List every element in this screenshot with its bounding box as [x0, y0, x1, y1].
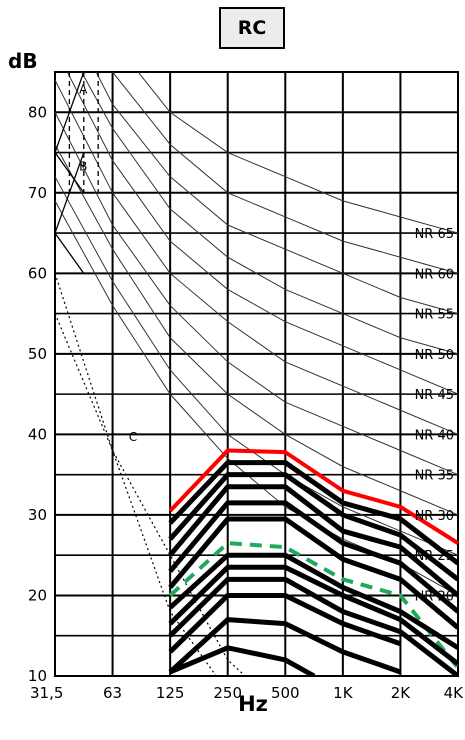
- rc-curve-green: [168, 541, 459, 670]
- x-tick-label: 125: [156, 684, 185, 702]
- nr-curve-nr-55: [95, 72, 459, 315]
- annotation-b: B: [79, 159, 87, 173]
- nr-curve-nr-45: [66, 72, 459, 395]
- x-tick-label: 31,5: [30, 684, 63, 702]
- nr-label: NR 65: [415, 227, 454, 242]
- nr-curve-nr-25: [54, 176, 459, 556]
- x-tick-label: 2K: [391, 684, 412, 702]
- annotation-a: A: [79, 83, 88, 97]
- rc-curve-7: [168, 552, 459, 650]
- nr-label: NR 20: [415, 589, 454, 604]
- region-line-1: [54, 152, 85, 234]
- rc-curve-5: [168, 500, 459, 614]
- rc-curve-8: [168, 564, 459, 666]
- rc-curve-11: [168, 617, 402, 675]
- nr-curve-nr-30: [54, 144, 459, 516]
- grid: [54, 71, 459, 677]
- rc-curve-6: [168, 516, 459, 630]
- dotted-curve-0: [54, 273, 217, 676]
- nr-curve-nr-35: [54, 112, 459, 476]
- nr-label: NR 25: [415, 549, 454, 564]
- rc-curve-9: [168, 576, 459, 676]
- x-axis-label: Hz: [238, 692, 268, 716]
- nr-curve-nr-40: [54, 79, 459, 435]
- rc-curve-2: [168, 460, 459, 566]
- nr-label: NR 60: [415, 267, 454, 282]
- nr-label: NR 50: [415, 348, 454, 363]
- rc-curve-red: [168, 448, 459, 545]
- region-line-0: [54, 72, 85, 153]
- plot-frame: [54, 71, 459, 677]
- nr-curve-nr-65: [137, 72, 459, 234]
- y-tick-label: 50: [28, 345, 47, 363]
- annotation-c: C: [129, 430, 137, 444]
- y-tick-label: 60: [28, 264, 47, 282]
- region-line-3: [54, 232, 85, 274]
- labels: NR 20 NR 25 NR 30 NR 35 NR 40 NR 45 NR 50 NR 55…: [28, 83, 464, 702]
- x-tick-label: 63: [103, 684, 122, 702]
- y-tick-label: 80: [28, 103, 47, 121]
- y-tick-label: 70: [28, 184, 47, 202]
- x-tick-label: 250: [213, 684, 242, 702]
- x-tick-label: 4K: [444, 684, 465, 702]
- region-line-2: [54, 152, 85, 194]
- region-lines: [54, 72, 246, 676]
- y-tick-label: 30: [28, 506, 47, 524]
- y-tick-label: 10: [28, 667, 47, 685]
- rc-curve-10: [168, 592, 402, 654]
- y-tick-label: 40: [28, 425, 47, 443]
- nr-label: NR 45: [415, 388, 454, 403]
- y-tick-label: 20: [28, 586, 47, 604]
- nr-label: NR 55: [415, 308, 454, 323]
- rc-curve-3: [168, 472, 459, 582]
- dotted-curve-1: [54, 313, 246, 676]
- x-tick-label: 500: [271, 684, 300, 702]
- chart-title: RC: [219, 7, 285, 49]
- x-tick-label: 1K: [333, 684, 354, 702]
- nr-curve-nr-50: [81, 72, 459, 355]
- nr-curve-nr-60: [112, 72, 459, 274]
- rc-curve-4: [168, 484, 459, 598]
- nr-label: NR 35: [415, 469, 454, 484]
- y-axis-label: dB: [8, 49, 38, 73]
- nr-label: NR 30: [415, 509, 454, 524]
- nr-curves: [54, 72, 459, 596]
- nr-label: NR 40: [415, 428, 454, 443]
- rc-curves: [168, 448, 459, 676]
- rc-curve-12: [169, 645, 316, 676]
